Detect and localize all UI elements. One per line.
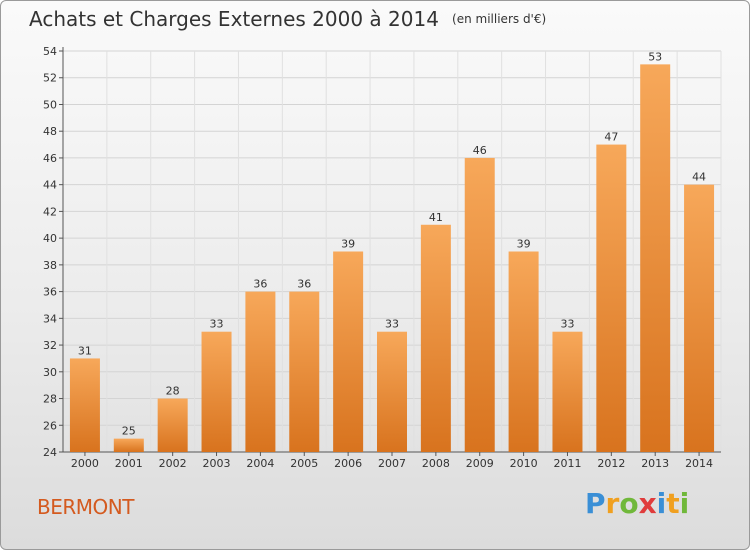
bar bbox=[69, 358, 100, 452]
bar bbox=[552, 331, 583, 452]
bar bbox=[508, 251, 539, 452]
data-label: 53 bbox=[648, 50, 662, 63]
x-tick-label: 2005 bbox=[290, 457, 318, 470]
data-label: 33 bbox=[560, 318, 574, 331]
x-tick-label: 2000 bbox=[71, 457, 99, 470]
y-tick-label: 34 bbox=[43, 312, 57, 325]
bar bbox=[113, 438, 144, 452]
chart-subtitle: (en milliers d'€) bbox=[452, 12, 547, 26]
bars bbox=[69, 64, 715, 453]
logo-letter: i bbox=[656, 487, 667, 520]
x-tick-label: 2008 bbox=[422, 457, 450, 470]
x-tick-label: 2007 bbox=[378, 457, 406, 470]
x-tick-label: 2011 bbox=[553, 457, 581, 470]
bar bbox=[201, 331, 232, 452]
axes: 24 26 28 30 32 34 36 38 40 42 44 46 48 50 52 54 2000 2001… bbox=[43, 45, 721, 470]
y-tick-label: 38 bbox=[43, 259, 57, 272]
x-tick-label: 2003 bbox=[203, 457, 231, 470]
logo-letter: x bbox=[638, 487, 657, 520]
bar bbox=[596, 144, 627, 453]
x-tick-label: 2013 bbox=[641, 457, 669, 470]
y-tick-label: 36 bbox=[43, 286, 57, 299]
bar bbox=[377, 331, 407, 452]
bar bbox=[289, 291, 320, 452]
bar bbox=[684, 184, 715, 452]
data-label: 33 bbox=[210, 318, 224, 331]
y-tick-label: 48 bbox=[43, 125, 57, 138]
data-label: 28 bbox=[166, 385, 180, 398]
data-label: 44 bbox=[692, 171, 706, 184]
x-tick-label: 2004 bbox=[246, 457, 274, 470]
data-label: 31 bbox=[78, 344, 92, 357]
y-tick-label: 46 bbox=[43, 152, 57, 165]
bar bbox=[333, 251, 364, 452]
y-tick-label: 52 bbox=[43, 72, 57, 85]
x-tick-label: 2010 bbox=[510, 457, 538, 470]
logo-letter: o bbox=[619, 487, 639, 520]
data-label: 47 bbox=[604, 131, 618, 144]
logo-letter: P bbox=[585, 487, 606, 520]
data-label: 36 bbox=[253, 278, 267, 291]
x-tick-label: 2014 bbox=[685, 457, 713, 470]
x-tick-label: 2009 bbox=[466, 457, 494, 470]
x-tick-label: 2006 bbox=[334, 457, 362, 470]
data-label: 39 bbox=[341, 238, 355, 251]
data-label: 41 bbox=[429, 211, 443, 224]
bar bbox=[464, 157, 495, 452]
data-label: 33 bbox=[385, 318, 399, 331]
chart-title-block: Achats et Charges Externes 2000 à 2014 (… bbox=[29, 7, 546, 31]
data-label: 39 bbox=[517, 238, 531, 251]
bar bbox=[640, 64, 671, 452]
y-tick-label: 42 bbox=[43, 205, 57, 218]
y-tick-label: 50 bbox=[43, 98, 57, 111]
y-tick-label: 40 bbox=[43, 232, 57, 245]
y-tick-label: 28 bbox=[43, 393, 57, 406]
y-tick-label: 32 bbox=[43, 339, 57, 352]
bar bbox=[420, 224, 451, 452]
y-tick-label: 24 bbox=[43, 446, 57, 459]
chart-title: Achats et Charges Externes 2000 à 2014 bbox=[29, 7, 439, 31]
logo-letter: i bbox=[679, 487, 690, 520]
y-tick-label: 30 bbox=[43, 366, 57, 379]
logo-letter: t bbox=[666, 487, 680, 520]
y-tick-label: 26 bbox=[43, 419, 57, 432]
x-tick-label: 2002 bbox=[159, 457, 187, 470]
logo-letter: r bbox=[605, 487, 620, 520]
data-label: 36 bbox=[297, 278, 311, 291]
data-label: 25 bbox=[122, 425, 136, 438]
bar bbox=[245, 291, 276, 452]
bar bbox=[157, 398, 188, 452]
proxiti-logo: Proxiti bbox=[585, 487, 689, 520]
data-label: 46 bbox=[473, 144, 487, 157]
y-tick-label: 54 bbox=[43, 45, 57, 58]
data-labels: 31 25 28 33 36 36 39 33 41 46 39 33 47 53 44 bbox=[78, 50, 706, 437]
y-tick-label: 44 bbox=[43, 179, 57, 192]
commune-name: BERMONT bbox=[37, 495, 134, 519]
x-tick-label: 2001 bbox=[115, 457, 143, 470]
x-tick-label: 2012 bbox=[597, 457, 625, 470]
